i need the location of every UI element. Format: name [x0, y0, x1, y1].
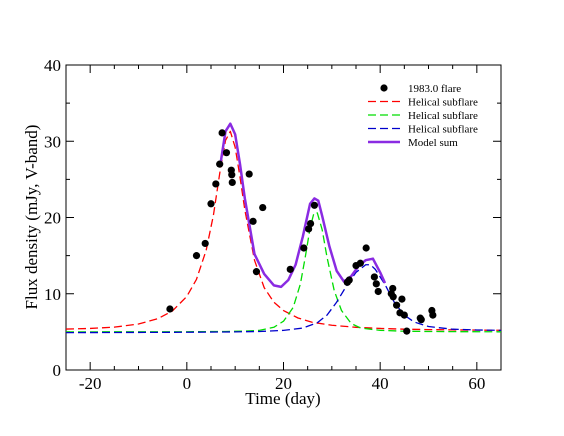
data-point [417, 316, 425, 324]
data-point [372, 280, 380, 288]
axis-ticks [65, 64, 502, 371]
x-tick-label: -20 [79, 374, 102, 393]
data-point [228, 178, 236, 187]
data-point [370, 273, 378, 281]
data-point [252, 268, 261, 276]
point-layer [166, 129, 437, 335]
data-point [245, 170, 253, 178]
data-point [389, 293, 397, 301]
series-line-3 [66, 264, 501, 334]
series-line-1 [66, 130, 501, 331]
y-axis-title: Flux density (mJy, V-band) [22, 125, 41, 310]
data-point [166, 305, 174, 313]
data-point [356, 259, 364, 267]
x-tick-label: 60 [468, 374, 485, 393]
data-point [228, 171, 236, 179]
x-tick-label: 20 [275, 374, 292, 393]
x-tick-label: 0 [183, 374, 192, 393]
data-point [310, 201, 319, 209]
data-point [222, 149, 231, 157]
data-point [398, 295, 406, 303]
data-point [192, 252, 201, 260]
data-point [286, 265, 294, 273]
data-point [249, 217, 257, 225]
y-tick-label: 10 [44, 285, 61, 304]
legend-label: Helical subflare [408, 124, 478, 136]
data-point [218, 129, 226, 137]
data-point [403, 327, 411, 335]
series-line-2 [66, 212, 501, 333]
legend-label: Helical subflare [408, 110, 478, 122]
y-tick-label: 20 [44, 209, 61, 228]
data-point [216, 160, 224, 168]
data-point [212, 180, 220, 188]
data-point [400, 311, 408, 319]
data-point [389, 284, 397, 293]
data-point [300, 244, 308, 252]
data-point [345, 276, 353, 284]
curve-layer [66, 122, 501, 334]
data-point [393, 301, 401, 309]
data-point [374, 287, 382, 296]
legend-label: 1983.0 flare [408, 83, 461, 95]
data-point [429, 311, 437, 319]
x-axis-title: Time (day) [245, 389, 320, 408]
tick-label-layer: -20 0 20 40 60 0 10 20 30 40 [44, 56, 485, 393]
data-point [201, 239, 209, 248]
legend-label: Helical subflare [408, 97, 478, 109]
legend-marker [380, 84, 388, 92]
legend-label: Model sum [408, 137, 458, 149]
data-point [207, 200, 215, 208]
y-tick-label: 0 [53, 361, 62, 380]
data-point [306, 220, 315, 228]
x-tick-label: 40 [372, 374, 389, 393]
data-point [362, 244, 370, 252]
y-tick-label: 40 [44, 56, 61, 75]
data-point [259, 203, 267, 212]
y-tick-label: 30 [44, 132, 61, 151]
